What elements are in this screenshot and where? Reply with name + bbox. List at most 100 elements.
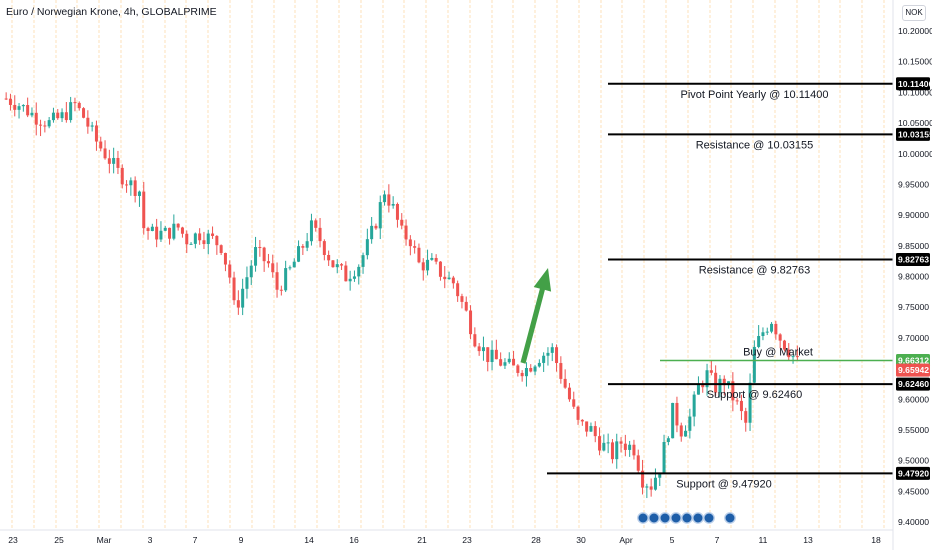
candle-body (408, 239, 412, 247)
candle-body (189, 243, 193, 245)
candle-body (150, 226, 154, 232)
calendar-event-icon[interactable] (724, 512, 736, 524)
candle-body (731, 381, 735, 401)
candle-body (438, 261, 442, 277)
calendar-event-icon[interactable] (659, 512, 671, 524)
price-tick-label: 10.10000 (898, 87, 932, 97)
candle-body (400, 219, 404, 226)
candle-body (348, 278, 352, 282)
candle-body (567, 387, 571, 400)
candle-body (434, 257, 438, 262)
candle-body (684, 430, 688, 437)
time-tick-label: Apr (619, 535, 633, 545)
price-tick-label: 9.40000 (898, 517, 929, 527)
candle-body (739, 400, 743, 412)
time-tick-label: 16 (349, 535, 359, 545)
candle-body (675, 402, 679, 426)
candle-body (598, 436, 602, 451)
candle-body (383, 194, 387, 203)
candle-body (223, 252, 227, 265)
candle-body (258, 247, 262, 249)
candle-body (331, 260, 335, 268)
calendar-event-icon[interactable] (637, 512, 649, 524)
candle-body (649, 486, 653, 490)
level-label: Resistance @ 10.03155 (696, 139, 814, 151)
price-tick-label: 9.60000 (898, 394, 929, 404)
currency-badge[interactable]: NOK (902, 5, 926, 21)
candle-body (17, 106, 21, 110)
candle-body (533, 366, 537, 372)
candle-body (645, 486, 649, 488)
calendar-event-icon[interactable] (681, 512, 693, 524)
time-tick-label: 11 (759, 535, 768, 545)
time-tick-label: 28 (531, 535, 541, 545)
candle-body (791, 356, 795, 358)
candle-body (696, 384, 700, 395)
candle-body (623, 443, 627, 450)
candle-body (284, 268, 288, 291)
candle-body (193, 233, 197, 244)
calendar-event-icon[interactable] (670, 512, 682, 524)
price-tick-label: 9.95000 (898, 179, 929, 189)
calendar-event-icon[interactable] (648, 512, 660, 524)
candle-body (481, 347, 485, 352)
last-price-tag-box (896, 363, 930, 377)
candle-body (340, 264, 344, 266)
time-tick-label: 7 (715, 535, 720, 545)
candle-body (593, 426, 597, 437)
price-scale[interactable] (893, 0, 932, 550)
candle-body (378, 202, 382, 229)
candle-body (413, 246, 417, 248)
candle-body (146, 228, 150, 232)
candle-body (787, 349, 791, 358)
candle-body (499, 359, 503, 366)
candle-body (77, 102, 81, 109)
candle-body (8, 98, 12, 105)
candle-body (503, 362, 507, 366)
candle-body (159, 230, 163, 240)
candle-body (288, 267, 292, 269)
candle-body (142, 191, 146, 229)
candle-body (262, 247, 266, 262)
candle-body (168, 227, 172, 239)
candle-body (632, 444, 636, 456)
candle-body (133, 180, 137, 196)
candle-body (585, 421, 589, 432)
candle-body (73, 102, 77, 104)
level-price-tag: 9.62460 (898, 379, 929, 389)
candle-body (4, 98, 8, 100)
candle-body (477, 346, 481, 352)
candle-body (714, 372, 718, 393)
candle-body (524, 368, 528, 377)
price-tick-label: 10.15000 (898, 57, 932, 67)
price-tick-label: 9.45000 (898, 486, 929, 496)
candle-body (236, 300, 240, 308)
candle-body (245, 277, 249, 289)
candle-body (275, 272, 279, 290)
candle-body (692, 394, 696, 417)
price-tick-label: 9.75000 (898, 302, 929, 312)
candle-body (137, 191, 141, 196)
calendar-event-icon[interactable] (703, 512, 715, 524)
candle-body (417, 247, 421, 263)
candle-body (125, 184, 129, 186)
candle-body (176, 223, 180, 228)
candle-body (322, 241, 326, 255)
level-label: Support @ 9.47920 (676, 478, 772, 490)
calendar-event-icon[interactable] (692, 512, 704, 524)
candle-body (507, 358, 511, 363)
candle-body (99, 141, 103, 149)
candle-body (357, 266, 361, 277)
time-tick-label: 3 (148, 535, 153, 545)
candle-body (765, 331, 769, 333)
candle-body (615, 441, 619, 460)
candle-body (365, 239, 369, 256)
candle-body (107, 158, 111, 164)
level-label: Pivot Point Yearly @ 10.11400 (681, 89, 829, 101)
time-tick-label: 25 (54, 535, 64, 545)
candle-body (374, 225, 378, 229)
candle-body (129, 180, 133, 186)
price-tick-label: 10.00000 (898, 149, 932, 159)
candle-body (13, 104, 17, 110)
